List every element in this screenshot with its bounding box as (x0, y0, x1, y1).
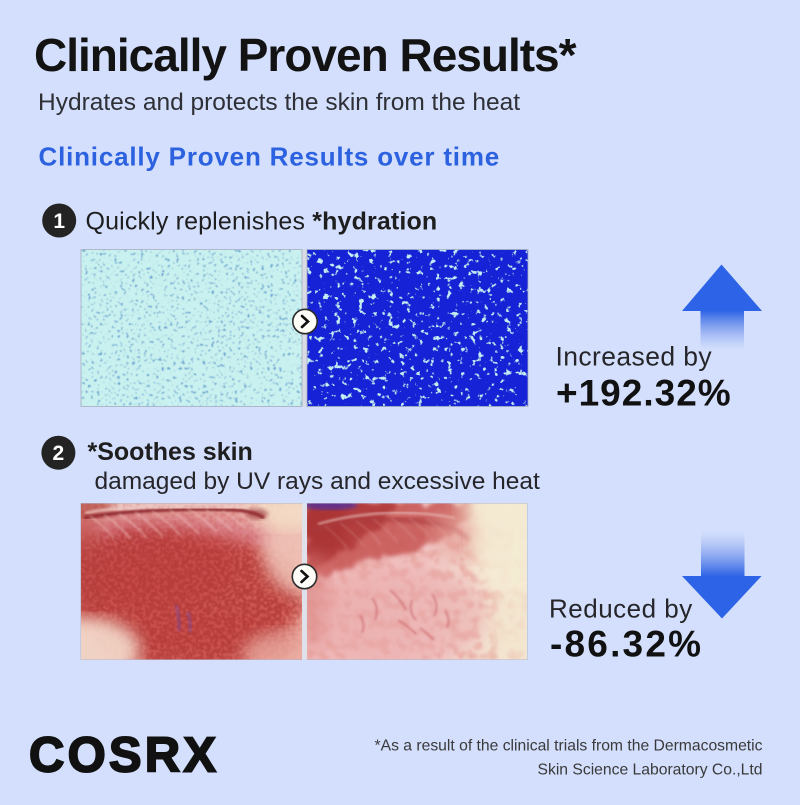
svg-text:Skin Science Laboratory Co.,Lt: Skin Science Laboratory Co.,Ltd (538, 762, 763, 779)
svg-text:*Soothes skin: *Soothes skin (88, 438, 253, 466)
svg-text:-86.32%: -86.32% (550, 624, 703, 665)
svg-text:Clinically Proven Results over: Clinically Proven Results over time (39, 142, 501, 172)
svg-text:Clinically Proven Results*: Clinically Proven Results* (34, 29, 577, 81)
svg-text:Increased by: Increased by (556, 342, 713, 372)
svg-text:Quickly replenishes *hydration: Quickly replenishes *hydration (86, 208, 438, 236)
svg-text:COSRX: COSRX (29, 729, 219, 783)
svg-text:Hydrates and protects the skin: Hydrates and protects the skin from the … (38, 89, 520, 116)
svg-text:*As a result of the clinical t: *As a result of the clinical trials from… (375, 737, 763, 754)
svg-text:damaged by UV rays and excessi: damaged by UV rays and excessive heat (95, 468, 541, 495)
svg-text:Reduced by: Reduced by (549, 593, 693, 623)
svg-text:+192.32%: +192.32% (556, 373, 732, 414)
svg-text:1: 1 (53, 210, 65, 233)
svg-text:2: 2 (53, 442, 65, 465)
